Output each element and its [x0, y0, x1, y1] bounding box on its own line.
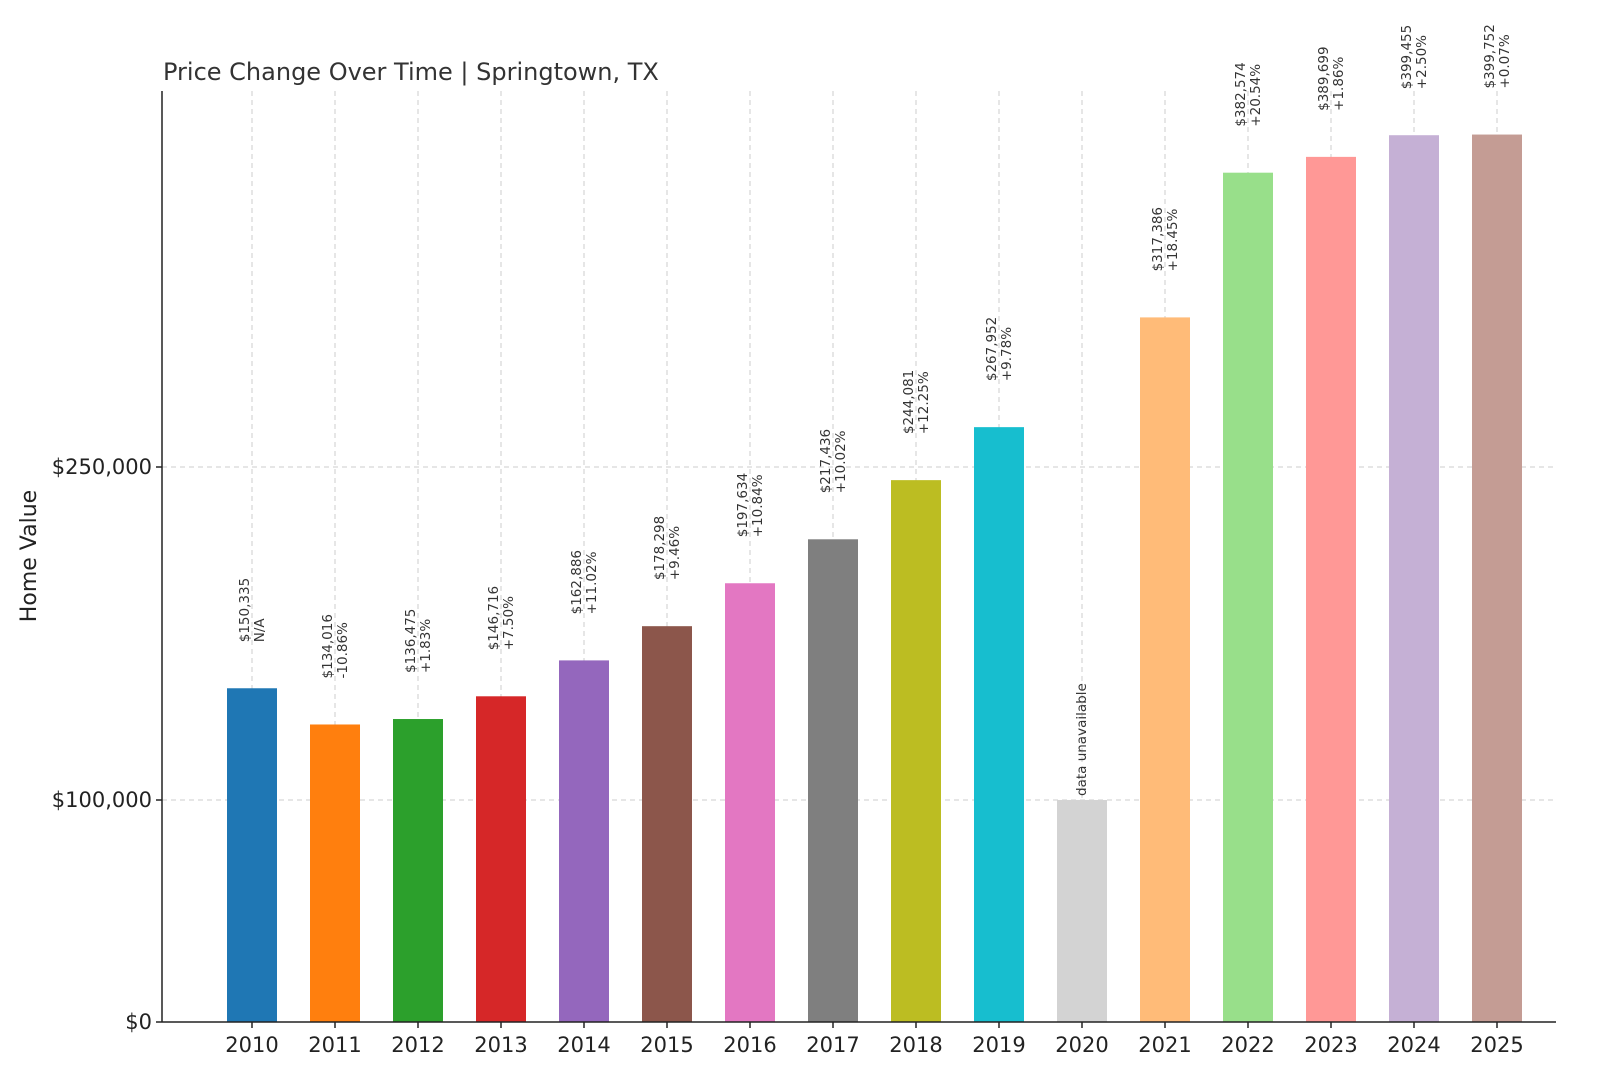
x-tick-label: 2012 — [391, 1033, 444, 1057]
bar-2022 — [1223, 172, 1273, 1022]
price-label-2021: $317,386 — [1150, 207, 1166, 271]
change-label-2021: +18.45% — [1165, 208, 1181, 271]
unavailable-label: data unavailable — [1074, 683, 1090, 796]
bar-2011 — [310, 724, 360, 1022]
x-tick-label: 2019 — [972, 1033, 1025, 1057]
change-label-2010: N/A — [252, 618, 268, 643]
price-label-2014: $162,886 — [569, 550, 585, 614]
bar-2018 — [891, 480, 941, 1023]
price-label-2011: $134,016 — [320, 614, 336, 678]
change-label-2014: +11.02% — [584, 551, 600, 614]
x-tick-label: 2025 — [1470, 1033, 1523, 1057]
bar-2017 — [808, 539, 858, 1022]
chart-title: Price Change Over Time | Springtown, TX — [163, 58, 659, 86]
change-label-2022: +20.54% — [1248, 64, 1264, 127]
x-tick-label: 2018 — [889, 1033, 942, 1057]
x-tick-label: 2013 — [474, 1033, 527, 1057]
bar-2012 — [393, 719, 443, 1022]
x-tick-label: 2021 — [1138, 1033, 1191, 1057]
price-label-2025: $399,752 — [1482, 24, 1498, 88]
change-label-2025: +0.07% — [1497, 34, 1513, 88]
price-label-2024: $399,455 — [1399, 25, 1415, 89]
y-ticks: $0 $100,000 $250,000 — [52, 455, 162, 1034]
price-label-2023: $389,699 — [1316, 46, 1332, 110]
y-tick-label: $250,000 — [52, 455, 152, 479]
x-tick-label: 2023 — [1304, 1033, 1357, 1057]
bar-2014 — [559, 660, 609, 1022]
change-label-2013: +7.50% — [501, 596, 517, 650]
bar-2021 — [1140, 317, 1190, 1022]
y-tick-label: $100,000 — [52, 788, 152, 812]
change-label-2019: +9.78% — [999, 327, 1015, 381]
price-label-2015: $178,298 — [652, 516, 668, 580]
x-tick-label: 2024 — [1387, 1033, 1440, 1057]
bar-2025 — [1472, 134, 1522, 1023]
change-label-2011: -10.86% — [335, 622, 351, 679]
x-tick-label: 2010 — [225, 1033, 278, 1057]
x-tick-label: 2015 — [640, 1033, 693, 1057]
price-label-2013: $146,716 — [486, 586, 502, 650]
bar-2015 — [642, 626, 692, 1022]
change-label-2012: +1.83% — [418, 619, 434, 673]
change-label-2024: +2.50% — [1414, 35, 1430, 89]
bars — [227, 134, 1522, 1023]
change-label-2017: +10.02% — [833, 430, 849, 493]
price-label-2017: $217,436 — [818, 429, 834, 493]
y-axis-label: Home Value — [17, 490, 42, 622]
price-label-2022: $382,574 — [1233, 62, 1249, 126]
change-label-2015: +9.46% — [667, 526, 683, 580]
x-tick-label: 2022 — [1221, 1033, 1274, 1057]
change-label-2023: +1.86% — [1331, 56, 1347, 110]
bar-2023 — [1306, 156, 1356, 1022]
x-ticks: 2010 2011 2012 2013 2014 2015 2016 2017 2018 2019… — [225, 1022, 1524, 1057]
price-label-2016: $197,634 — [735, 473, 751, 537]
price-label-2010: $150,335 — [237, 578, 253, 642]
bar-2024 — [1389, 135, 1439, 1022]
change-label-2016: +10.84% — [750, 474, 766, 537]
bar-2010 — [227, 688, 277, 1022]
x-tick-label: 2016 — [723, 1033, 776, 1057]
price-label-2019: $267,952 — [984, 317, 1000, 381]
bar-2020 — [1057, 800, 1107, 1022]
x-tick-label: 2020 — [1055, 1033, 1108, 1057]
bar-2019 — [974, 427, 1024, 1022]
x-tick-label: 2017 — [806, 1033, 859, 1057]
price-label-2012: $136,475 — [403, 609, 419, 673]
price-label-2018: $244,081 — [901, 370, 917, 434]
bar-2016 — [725, 583, 775, 1022]
bar-2013 — [476, 696, 526, 1022]
x-tick-label: 2014 — [557, 1033, 610, 1057]
data-labels: $150,335 N/A $134,016 -10.86% $136,475 +1.83%… — [237, 24, 1513, 796]
y-tick-label: $0 — [125, 1010, 152, 1034]
x-tick-label: 2011 — [308, 1033, 361, 1057]
change-label-2018: +12.25% — [916, 371, 932, 434]
